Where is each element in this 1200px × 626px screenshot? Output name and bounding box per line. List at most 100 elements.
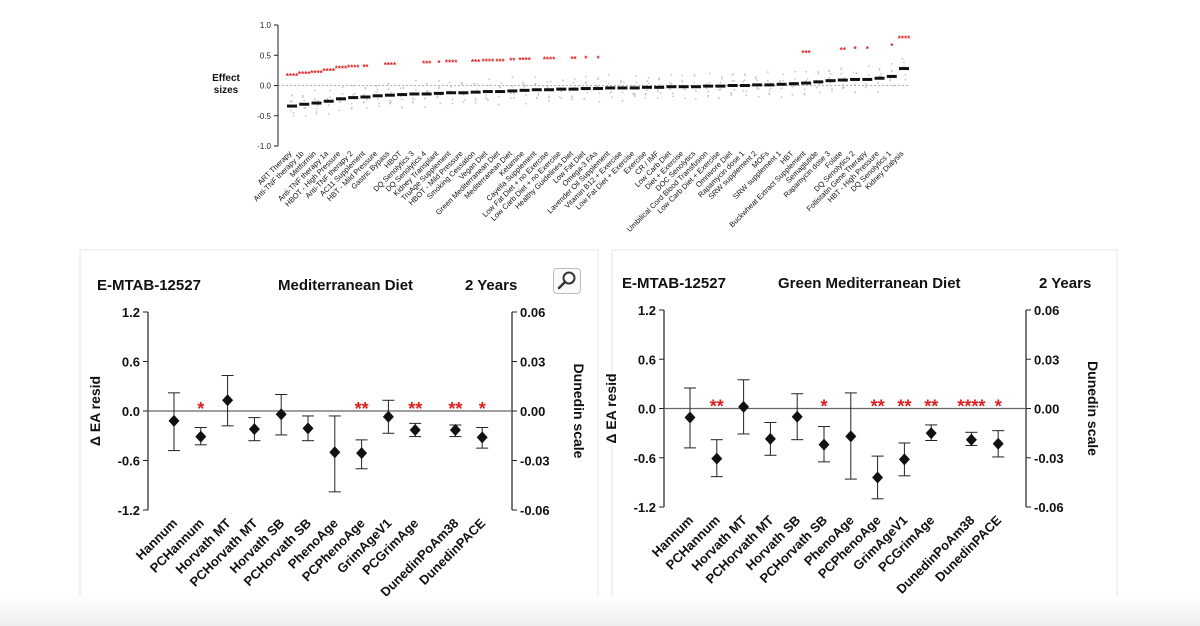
- left-y-tick-label: 0.0: [122, 404, 140, 419]
- top-dot: [548, 99, 550, 102]
- top-dot: [730, 91, 733, 94]
- top-dot: [780, 96, 783, 99]
- top-dot: [315, 112, 318, 115]
- top-dot: [818, 83, 821, 85]
- top-dot: [766, 71, 769, 73]
- top-dot: [497, 103, 500, 106]
- top-dot: [586, 91, 589, 94]
- top-dot: [620, 79, 622, 82]
- point-pchannum: [711, 452, 723, 465]
- top-dot: [646, 89, 648, 92]
- top-dot: [659, 84, 662, 86]
- top-dot: [867, 65, 870, 67]
- top-y-axis-label: Effect sizes: [212, 73, 240, 96]
- top-dot: [424, 106, 427, 109]
- magnifier-button[interactable]: [553, 268, 581, 294]
- top-dot: [350, 106, 353, 109]
- point-pchorvath-sb: [302, 422, 314, 435]
- top-dot: [803, 88, 806, 91]
- top-dot: [854, 91, 856, 94]
- top-dot: [794, 78, 797, 80]
- top-dot: [644, 92, 647, 95]
- top-star-low-fat-diet-no-exercise: ****: [543, 56, 556, 65]
- top-dot: [607, 82, 610, 85]
- top-dot: [399, 87, 402, 90]
- top-dot: [864, 82, 867, 85]
- top-dot: [708, 81, 711, 84]
- point-horvath-sb: [791, 410, 803, 423]
- top-dot: [364, 88, 367, 90]
- top-star-ketamine: ****: [518, 56, 531, 65]
- top-dot: [742, 89, 745, 92]
- top-dot: [350, 102, 353, 105]
- top-dot: [291, 94, 293, 96]
- top-dot: [901, 58, 904, 60]
- point-horvath-sb: [275, 408, 287, 421]
- top-star-dq-senolytics-1: *: [890, 42, 894, 51]
- star-grimagev1: **: [897, 397, 911, 417]
- left-y-tick-label: -1.2: [634, 500, 656, 515]
- top-dot: [644, 96, 647, 99]
- top-dot: [366, 107, 368, 109]
- top-dot: [633, 95, 636, 98]
- top-dot: [485, 96, 488, 99]
- top-dot: [829, 73, 832, 75]
- top-dot: [766, 80, 769, 83]
- top-dot: [754, 77, 757, 80]
- left-y-tick-label: 0.0: [638, 402, 656, 417]
- top-dot: [546, 81, 549, 83]
- top-dot: [303, 99, 306, 102]
- top-dot: [768, 92, 771, 95]
- top-dot: [805, 79, 807, 82]
- top-dot: [546, 86, 549, 89]
- top-dot: [756, 86, 759, 89]
- top-star-kidney-dialysis: ****: [898, 34, 911, 43]
- top-dot: [840, 72, 843, 75]
- star-pcgrimage: **: [408, 399, 422, 419]
- top-dot: [378, 102, 381, 105]
- panel-dataset-title: E-MTAB-12527: [97, 277, 201, 294]
- top-dot: [880, 73, 882, 75]
- top-dot: [903, 61, 905, 64]
- top-dot: [718, 97, 720, 99]
- top-dot: [743, 73, 746, 76]
- bottom-fade: [0, 596, 1200, 626]
- top-dot: [304, 107, 307, 109]
- top-dot: [817, 71, 820, 73]
- top-y-axis-label-line: Effect: [212, 73, 240, 84]
- top-dot: [681, 80, 684, 83]
- top-dot: [303, 106, 306, 109]
- left-y-tick-label: -1.2: [118, 503, 140, 518]
- top-dot: [463, 99, 466, 102]
- green-mediterranean-diet-panel: E-MTAB-12527 Green Mediterranean Diet 2 Ye…: [603, 275, 1101, 597]
- top-dot: [817, 72, 820, 75]
- top-dot: [363, 93, 365, 96]
- top-star-smoking-cessation: ***: [471, 58, 481, 67]
- top-dot: [707, 94, 710, 97]
- top-dot: [841, 86, 844, 89]
- top-dot: [437, 80, 440, 82]
- top-dot: [486, 98, 489, 101]
- top-dot: [831, 87, 833, 90]
- top-dot: [903, 65, 905, 68]
- right-y-tick-label: 0.00: [520, 404, 545, 419]
- top-dot: [415, 88, 417, 91]
- top-dot: [644, 93, 647, 96]
- top-dot: [632, 93, 635, 96]
- top-dot: [840, 67, 843, 70]
- top-dot: [314, 98, 316, 101]
- top-dot: [451, 98, 454, 101]
- top-dot: [864, 85, 867, 87]
- top-star-art-therapy: ****: [286, 72, 299, 81]
- left-y-axis-label: Δ EA resid: [603, 373, 619, 443]
- top-dot: [412, 100, 414, 103]
- top-star-mediterranean-diet: **: [509, 57, 516, 66]
- top-dot: [635, 74, 638, 77]
- top-dot: [610, 96, 613, 98]
- top-dot: [647, 77, 650, 79]
- top-dot: [803, 92, 806, 95]
- top-star-low-fat-diet: *: [584, 54, 588, 63]
- top-dot: [597, 85, 599, 88]
- top-dot: [854, 83, 856, 86]
- top-dot: [376, 88, 379, 91]
